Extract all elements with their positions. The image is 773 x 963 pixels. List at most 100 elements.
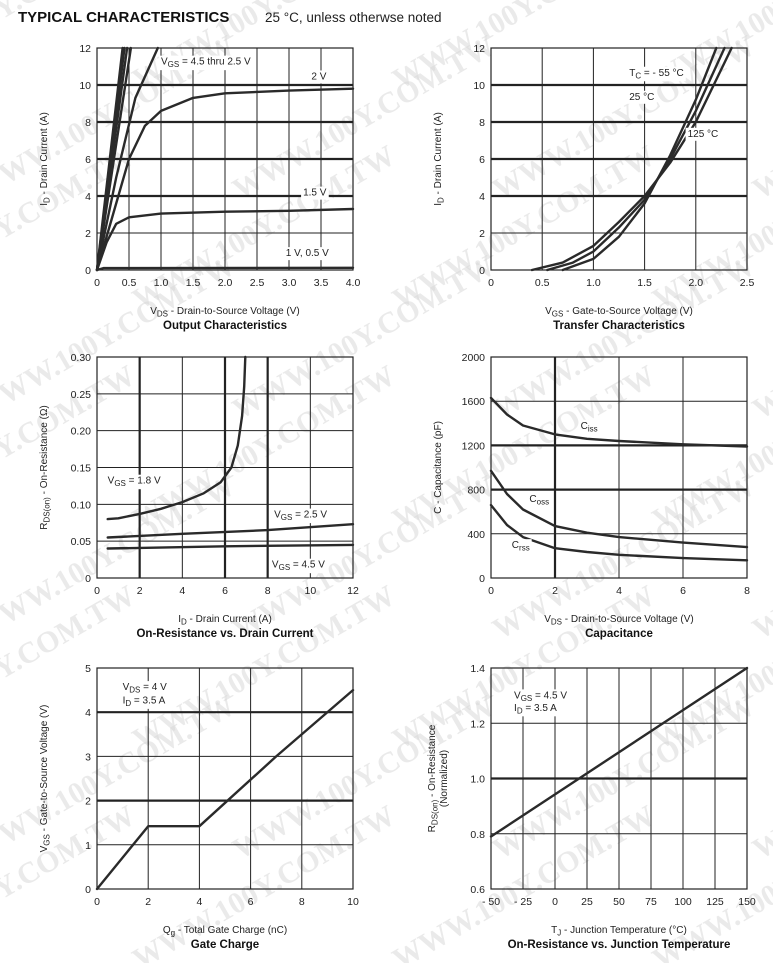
text-part: I	[433, 203, 444, 206]
x-tick-label: 4	[616, 585, 622, 597]
text-part: C - Capacitance (pF)	[433, 421, 444, 514]
x-tick-label: 8	[265, 585, 271, 597]
page-subtitle: 25 °C, unless otherwse noted	[265, 10, 442, 25]
y-tick-label: 8	[85, 117, 91, 129]
x-tick-label: 0	[488, 585, 494, 597]
y-tick-label: 10	[79, 80, 91, 92]
text-part: T	[629, 68, 635, 79]
y-axis-label: RDS(on) - On-Resistance	[427, 724, 440, 832]
subscript: GS	[168, 60, 180, 69]
x-tick-label: 6	[248, 896, 254, 908]
x-tick-label: 4.0	[346, 277, 361, 289]
text-part: C	[512, 540, 519, 551]
subscript: D	[517, 706, 523, 715]
y-tick-label: 2	[85, 228, 91, 240]
x-tick-label: 6	[222, 585, 228, 597]
text-part: V	[108, 476, 115, 487]
annotation-background	[685, 127, 721, 141]
subscript: D	[181, 618, 187, 627]
x-tick-label: 0	[94, 585, 100, 597]
text-part: = 3.5 A	[523, 703, 558, 714]
chart-title: On-Resistance vs. Junction Temperature	[508, 939, 731, 951]
x-tick-label: 2	[137, 585, 143, 597]
x-tick-label: 0	[552, 896, 558, 908]
series-line	[106, 355, 247, 521]
y-tick-label: 1.0	[470, 774, 485, 786]
page-title: TYPICAL CHARACTERISTICS	[18, 9, 229, 26]
text-part: (Normalized)	[439, 750, 450, 807]
text-part: C	[529, 494, 536, 505]
chart-4: 0 2 4 6 80400800120016002000CissCossCrssVDS …	[433, 352, 750, 640]
annotation-label: ID = 3.5 A	[123, 695, 166, 708]
y-tick-label: 0	[85, 265, 91, 277]
y-tick-label: 0.20	[71, 426, 92, 438]
annotation-background	[272, 508, 330, 524]
y-tick-label: 0	[479, 265, 485, 277]
subscript: D	[43, 197, 52, 203]
text-part: = 4.5 V	[290, 560, 325, 571]
y-tick-label: 2	[479, 228, 485, 240]
annotation-background	[578, 419, 600, 435]
text-part: V	[39, 845, 50, 852]
series-line	[95, 266, 355, 272]
subscript: D	[437, 197, 446, 203]
annotation-background	[527, 492, 552, 508]
annotation-label: ID = 3.5 A	[514, 703, 557, 716]
text-part: - Drain Current (A)	[433, 112, 444, 197]
text-part: - Drain Current (A)	[187, 614, 272, 625]
annotation-label: Ciss	[581, 421, 598, 434]
y-tick-label: 0	[479, 573, 485, 585]
chart-2: 0 0.5 1.0 1.5 2.0 2.5 0 2 4 6 8 10 12 TC = - 55 °C 25 …	[433, 43, 754, 332]
x-tick-label: 0	[488, 277, 494, 289]
text-part: - On-Resistance	[427, 724, 438, 799]
y-tick-label: 1200	[462, 440, 486, 452]
y-tick-label: 1.4	[470, 663, 485, 675]
series-line	[95, 688, 355, 891]
text-part: = 2.5 V	[292, 510, 327, 521]
annotation-background	[120, 681, 170, 696]
x-axis-label: VDS - Drain-to-Source Voltage (V)	[544, 614, 694, 627]
series-line	[106, 543, 355, 550]
subscript: iss	[588, 424, 598, 433]
subscript: DS	[157, 310, 168, 319]
x-tick-label: 8	[744, 585, 750, 597]
x-tick-label: 1.5	[637, 277, 652, 289]
x-tick-label: 10	[304, 585, 316, 597]
subscript: rss	[519, 544, 530, 553]
x-axis-label: Qg - Total Gate Charge (nC)	[163, 925, 287, 938]
series-line	[546, 46, 726, 272]
annotation-background	[159, 55, 253, 71]
y-tick-label: 0	[85, 884, 91, 896]
x-tick-label: 12	[347, 585, 359, 597]
annotation-background	[627, 66, 686, 82]
text-part: - Gate-to-Source Voltage (V)	[39, 705, 50, 835]
subscript: GS	[114, 479, 126, 488]
series-line	[95, 87, 355, 272]
text-part: V	[161, 57, 168, 68]
subscript: GS	[281, 513, 293, 522]
y-axis-label: (Normalized)	[439, 750, 450, 807]
annotation-label: VGS = 2.5 V	[274, 510, 327, 523]
x-tick-label: 25	[581, 896, 593, 908]
y-tick-label: 0	[85, 573, 91, 585]
y-tick-label: 12	[79, 43, 91, 55]
annotation-label: VGS = 4.5 V	[514, 690, 567, 703]
y-tick-label: 0.05	[71, 536, 92, 548]
y-tick-label: 0.8	[470, 829, 485, 841]
y-tick-label: 6	[479, 154, 485, 166]
y-axis-label: RDS(on) - On-Resistance (Ω)	[39, 405, 52, 530]
plot-frame	[490, 667, 748, 890]
series-line	[106, 523, 355, 539]
y-tick-label: 8	[479, 117, 485, 129]
annotation-background	[309, 70, 329, 84]
text-part: I	[514, 703, 517, 714]
subscript: g	[171, 929, 175, 938]
x-tick-label: 2.5	[250, 277, 265, 289]
text-part: 1 V, 0.5 V	[286, 248, 329, 259]
text-part: Q	[163, 925, 171, 936]
text-part: V	[272, 560, 279, 571]
y-tick-label: 0.30	[71, 352, 92, 364]
subscript: DS	[129, 686, 140, 695]
series-line	[489, 469, 749, 549]
